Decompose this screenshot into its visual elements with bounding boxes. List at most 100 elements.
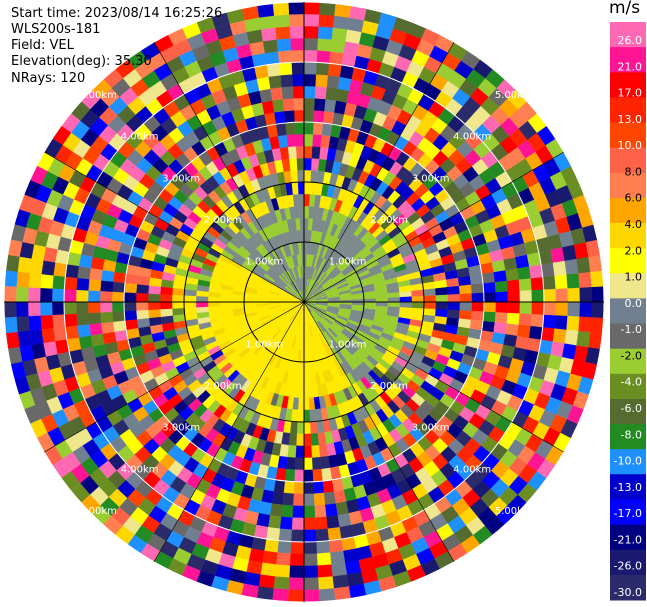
velocity-gate <box>303 145 313 159</box>
velocity-gate <box>282 98 295 112</box>
colorbar-segment <box>610 399 646 425</box>
velocity-gate <box>323 98 337 113</box>
colorbar-segment <box>610 449 646 475</box>
velocity-gate <box>303 433 312 447</box>
velocity-gate <box>566 273 580 289</box>
velocity-gate <box>291 517 305 531</box>
velocity-gate <box>270 503 283 517</box>
velocity-gate <box>530 313 544 328</box>
velocity-gate <box>375 301 389 307</box>
velocity-gate <box>295 457 305 471</box>
azimuth-line <box>303 151 564 303</box>
velocity-gate <box>171 294 185 303</box>
velocity-gate <box>459 301 473 311</box>
velocity-gate <box>172 288 185 296</box>
velocity-gate <box>28 273 42 289</box>
velocity-gate <box>303 397 310 411</box>
velocity-gate <box>591 301 605 318</box>
velocity-gate <box>135 301 149 311</box>
velocity-gate <box>293 481 305 495</box>
velocity-gate <box>288 1 305 15</box>
velocity-gate <box>112 320 127 333</box>
velocity-gate <box>303 181 311 195</box>
velocity-gate <box>423 308 436 316</box>
colorbar-tick-label: 2.0 <box>625 244 643 257</box>
ring-label: 2.00km <box>370 215 408 226</box>
velocity-gate <box>3 301 17 318</box>
velocity-gate <box>332 574 350 589</box>
colorbar-segment <box>610 499 646 526</box>
colorbar-segment <box>610 223 646 249</box>
velocity-gate <box>552 260 567 276</box>
velocity-gate <box>295 133 305 147</box>
velocity-gate <box>303 73 317 87</box>
velocity-gate <box>447 293 461 303</box>
colorbar-segment <box>610 549 646 576</box>
velocity-gate <box>75 301 89 315</box>
velocity-gate <box>264 51 280 66</box>
velocity-gate <box>271 491 285 506</box>
velocity-gate <box>330 550 346 565</box>
velocity-gate <box>330 39 346 54</box>
velocity-gate <box>313 480 325 494</box>
velocity-gate <box>207 296 221 303</box>
velocity-gate <box>314 86 327 100</box>
velocity-gate <box>99 301 113 313</box>
velocity-gate <box>124 283 138 294</box>
velocity-gate <box>296 421 305 435</box>
velocity-gate <box>578 271 592 288</box>
velocity-gate <box>313 98 326 112</box>
velocity-gate <box>272 2 290 16</box>
colorbar-segment <box>610 248 646 274</box>
velocity-gate <box>310 170 318 183</box>
velocity-gate <box>311 445 321 458</box>
velocity-gate <box>447 309 460 319</box>
velocity-gate <box>295 445 305 459</box>
field-label: Field: VEL <box>11 38 74 53</box>
velocity-gate <box>295 145 305 159</box>
velocity-gate <box>316 50 331 64</box>
velocity-gate <box>331 27 348 42</box>
velocity-gate <box>494 280 508 293</box>
velocity-gate <box>564 258 579 275</box>
velocity-gate <box>517 266 531 280</box>
azimuth-line <box>44 151 305 303</box>
velocity-gate <box>39 301 53 316</box>
velocity-field <box>3 1 605 603</box>
colorbar-tick-label: 21.0 <box>618 60 643 73</box>
ring-label: 4.00km <box>121 464 159 475</box>
velocity-gate <box>298 385 305 399</box>
velocity-gate <box>312 456 322 470</box>
velocity-gate <box>183 301 197 309</box>
colorbar-segment <box>610 72 646 98</box>
velocity-gate <box>294 469 305 483</box>
velocity-gate <box>576 256 591 274</box>
velocity-gate <box>363 301 377 306</box>
ring-label: 1.00km <box>245 340 283 351</box>
velocity-gate <box>281 86 294 100</box>
velocity-gate <box>303 517 317 531</box>
velocity-gate <box>458 284 472 294</box>
velocity-gate <box>495 291 509 303</box>
velocity-gate <box>287 445 297 458</box>
velocity-gate <box>507 301 521 314</box>
ring-label: 2.00km <box>370 381 408 392</box>
velocity-gate <box>291 409 299 422</box>
velocity-gate <box>268 515 282 529</box>
velocity-gate <box>530 276 544 291</box>
velocity-gate <box>458 310 472 320</box>
velocity-gate <box>124 310 138 321</box>
colorbar-segment <box>610 273 646 299</box>
velocity-gate <box>288 13 305 27</box>
velocity-gate <box>529 325 543 340</box>
velocity-gate <box>76 313 90 326</box>
velocity-gate <box>52 275 66 290</box>
velocity-gate <box>29 258 44 275</box>
velocity-gate <box>278 528 293 542</box>
velocity-gate <box>3 286 17 303</box>
colorbar-tick-label: 10.0 <box>618 139 643 152</box>
velocity-gate <box>183 295 197 303</box>
colorbar-tick-label: 17.0 <box>618 87 643 100</box>
velocity-gate <box>303 121 314 135</box>
velocity-gate <box>268 75 282 89</box>
